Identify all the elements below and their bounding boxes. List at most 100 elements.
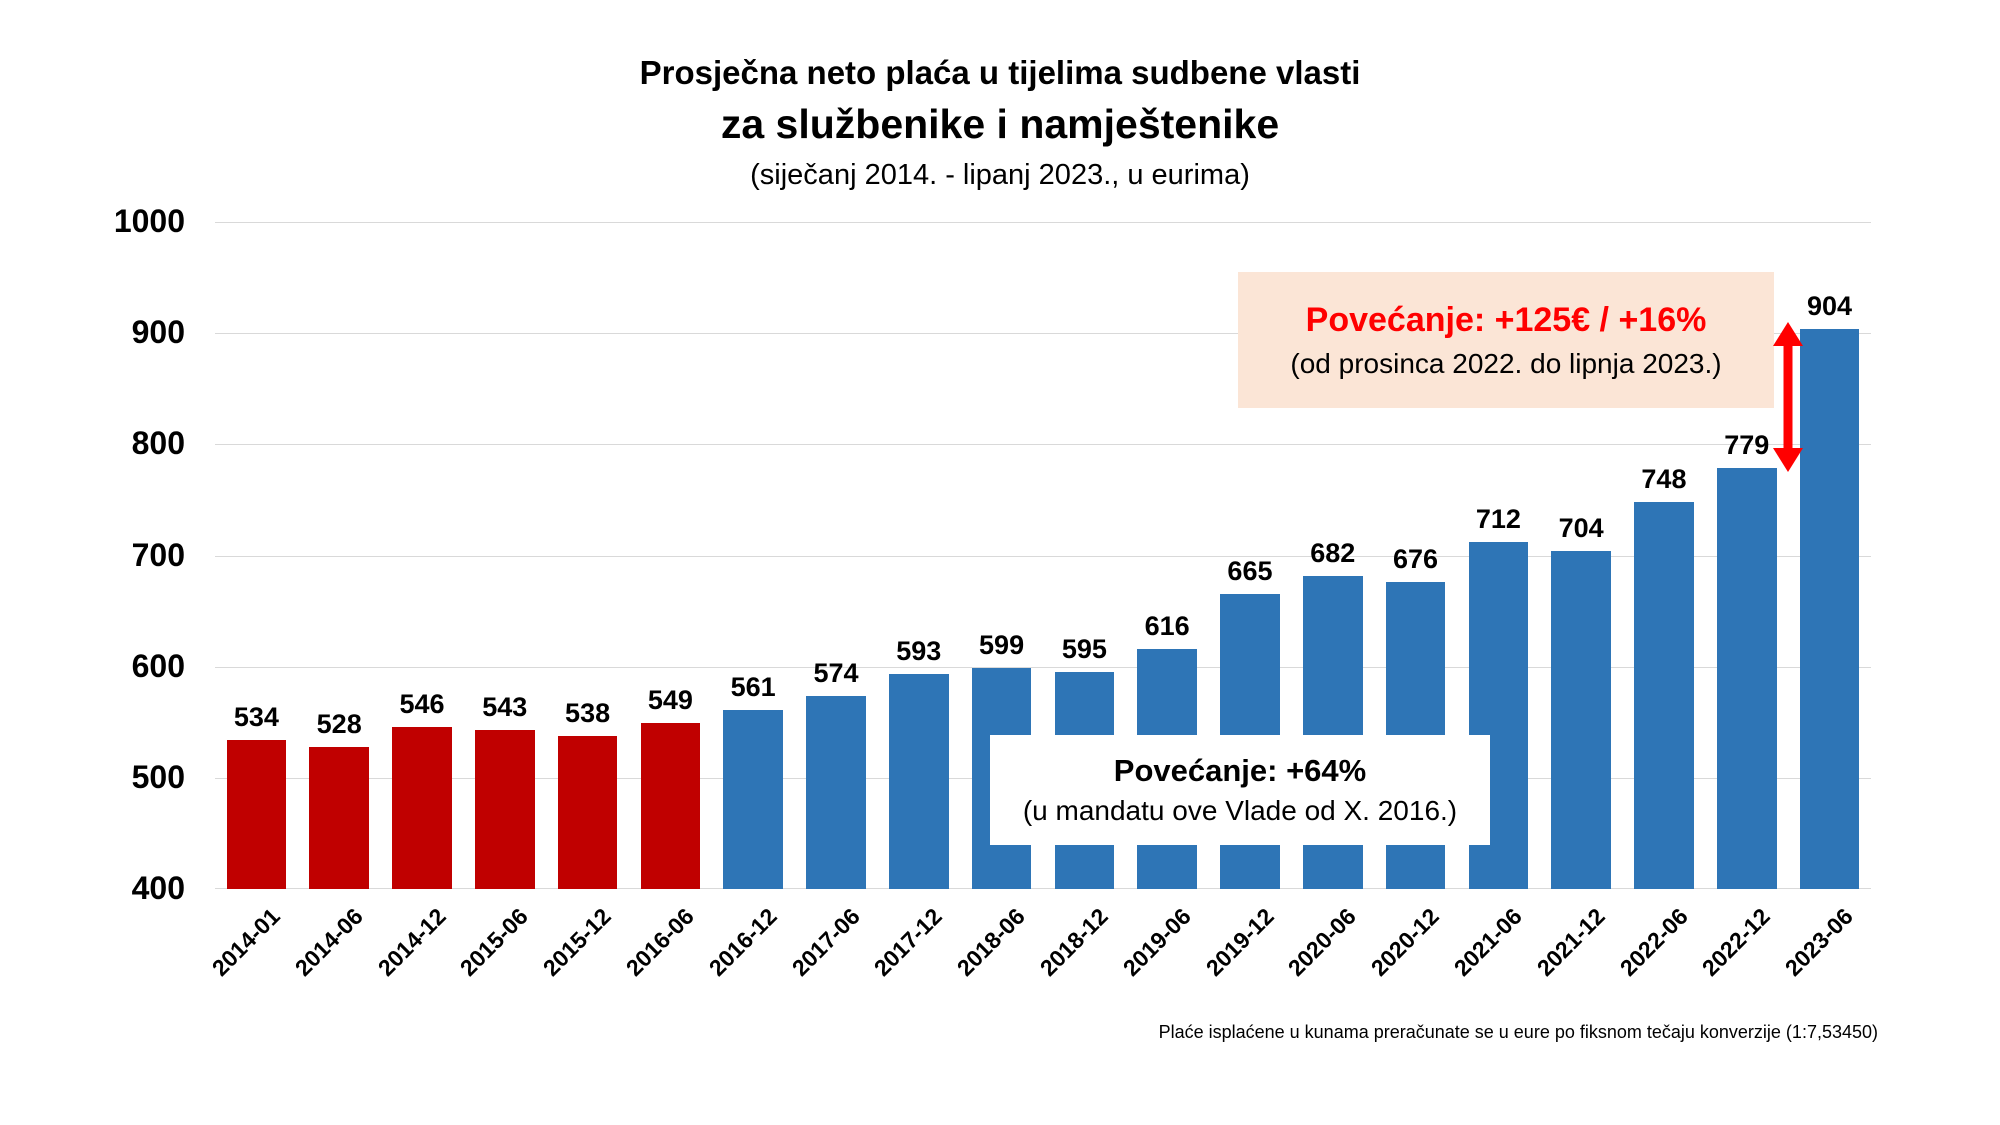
bar-slot: 779 bbox=[1705, 222, 1788, 889]
x-axis-cell: 2019-06 bbox=[1117, 889, 1209, 1019]
gridline bbox=[215, 888, 1871, 889]
footnote: Plaće isplaćene u kunama preračunate se … bbox=[1158, 1022, 1878, 1042]
x-axis-tick-label: 2016-12 bbox=[703, 903, 782, 982]
x-axis-cell: 2016-06 bbox=[621, 889, 712, 1019]
gridline bbox=[215, 667, 1871, 668]
y-axis-tick-label: 700 bbox=[131, 536, 185, 573]
annotation-mandate-increase-subtext: (u mandatu ove Vlade od X. 2016.) bbox=[1022, 795, 1458, 826]
y-axis-tick-label: 1000 bbox=[113, 202, 185, 239]
gridline bbox=[215, 444, 1871, 445]
x-axis-cell: 2014-12 bbox=[372, 889, 464, 1019]
gridline bbox=[215, 556, 1871, 557]
bar-value-label: 546 bbox=[399, 689, 445, 719]
bar-value-label: 599 bbox=[979, 630, 1025, 660]
bar-value-label: 538 bbox=[565, 698, 611, 728]
bar-value-label: 704 bbox=[1558, 513, 1604, 543]
gridline bbox=[215, 333, 1871, 334]
x-axis-tick-label: 2016-06 bbox=[620, 903, 699, 982]
x-axis-cell: 2022-12 bbox=[1697, 889, 1788, 1019]
x-axis-tick-label: 2014-12 bbox=[372, 903, 451, 982]
x-axis-cell: 2014-01 bbox=[207, 889, 298, 1019]
bar bbox=[888, 674, 949, 889]
annotation-recent-increase-headline: Povećanje: +125€ / +16% bbox=[1305, 300, 1707, 339]
bar bbox=[392, 727, 452, 889]
x-axis-tick-label: 2021-12 bbox=[1531, 903, 1610, 982]
bar-slot: 546 bbox=[381, 222, 464, 889]
bar-slot: 593 bbox=[877, 222, 960, 889]
chart-title: Prosječna neto plaća u tijelima sudbene … bbox=[0, 52, 2000, 193]
bar bbox=[1716, 468, 1777, 889]
y-axis-tick-label: 500 bbox=[131, 758, 185, 795]
x-axis-cell: 2017-06 bbox=[786, 889, 878, 1019]
x-axis-cell: 2016-12 bbox=[703, 889, 795, 1019]
x-axis-tick-label: 2018-12 bbox=[1034, 903, 1113, 982]
bar-slot: 538 bbox=[546, 222, 629, 889]
x-axis-tick-label: 2014-06 bbox=[289, 903, 368, 982]
bar bbox=[1634, 502, 1694, 889]
bar-value-label: 682 bbox=[1310, 538, 1356, 568]
x-axis-cell: 2020-06 bbox=[1283, 889, 1374, 1019]
x-axis-tick-label: 2014-01 bbox=[206, 903, 285, 982]
x-axis-cell: 2023-06 bbox=[1780, 889, 1871, 1019]
annotation-recent-increase: Povećanje: +125€ / +16% (od prosinca 202… bbox=[1238, 272, 1774, 408]
bar-slot: 543 bbox=[463, 222, 546, 889]
bar-value-label: 593 bbox=[896, 636, 942, 666]
x-axis-cell: 2017-12 bbox=[869, 889, 960, 1019]
bar-value-label: 528 bbox=[316, 709, 362, 739]
bar bbox=[806, 696, 866, 889]
bar-slot: 549 bbox=[629, 222, 712, 889]
bar-value-label: 712 bbox=[1475, 504, 1521, 534]
chart-title-line2: za službenike i namještenike bbox=[720, 101, 1280, 148]
y-axis-tick-label: 900 bbox=[131, 313, 185, 350]
bar bbox=[557, 736, 618, 889]
bar-slot: 574 bbox=[795, 222, 878, 889]
x-axis-tick-label: 2017-06 bbox=[786, 903, 865, 982]
bar-value-label: 779 bbox=[1724, 430, 1770, 460]
annotation-recent-increase-subtext: (od prosinca 2022. do lipnja 2023.) bbox=[1290, 347, 1722, 379]
x-axis-tick-label: 2017-12 bbox=[869, 903, 948, 982]
x-axis-cell: 2015-06 bbox=[455, 889, 546, 1019]
annotation-mandate-increase: Povećanje: +64% (u mandatu ove Vlade od … bbox=[990, 735, 1490, 845]
x-axis-labels: 2014-01 2014-06 2014-12 2015-06 2015-12 2016-… bbox=[207, 889, 1871, 1019]
bar-value-label: 904 bbox=[1807, 291, 1853, 321]
double-arrow-icon bbox=[1773, 322, 1803, 472]
x-axis-tick-label: 2022-12 bbox=[1697, 903, 1776, 982]
x-axis-cell: 2018-12 bbox=[1035, 889, 1126, 1019]
bar bbox=[309, 747, 369, 889]
x-axis-tick-label: 2023-06 bbox=[1779, 903, 1858, 982]
bar bbox=[1799, 329, 1860, 889]
x-axis-tick-label: 2018-06 bbox=[951, 903, 1030, 982]
bar-slot: 904 bbox=[1788, 222, 1871, 889]
bar-value-label: 574 bbox=[813, 658, 859, 688]
x-axis-cell: 2014-06 bbox=[290, 889, 381, 1019]
gridline bbox=[215, 222, 1871, 223]
bar bbox=[640, 723, 701, 889]
bar-value-label: 748 bbox=[1641, 464, 1687, 494]
bar-slot: 748 bbox=[1623, 222, 1706, 889]
bar-slot: 528 bbox=[298, 222, 381, 889]
x-axis-cell: 2021-06 bbox=[1449, 889, 1540, 1019]
y-axis-tick-label: 600 bbox=[131, 647, 185, 684]
x-axis-tick-label: 2019-06 bbox=[1117, 903, 1196, 982]
bar-slot: 704 bbox=[1540, 222, 1623, 889]
y-axis-tick-label: 800 bbox=[131, 425, 185, 462]
chart-title-line1: Prosječna neto plaća u tijelima sudbene … bbox=[639, 54, 1361, 91]
bar bbox=[474, 730, 535, 889]
bar bbox=[226, 740, 287, 889]
bar bbox=[1551, 551, 1611, 889]
x-axis-tick-label: 2020-12 bbox=[1365, 903, 1444, 982]
bar-slot: 561 bbox=[712, 222, 795, 889]
chart-title-subtitle: (siječanj 2014. - lipanj 2023., u eurima… bbox=[750, 158, 1250, 191]
y-axis-labels: 400 500 600 700 800 900 1000 bbox=[0, 0, 190, 1125]
x-axis-cell: 2021-12 bbox=[1531, 889, 1623, 1019]
bar bbox=[723, 710, 783, 889]
x-axis-cell: 2015-12 bbox=[538, 889, 629, 1019]
bar-value-label: 676 bbox=[1393, 544, 1439, 574]
bar-value-label: 616 bbox=[1144, 611, 1190, 641]
x-axis-cell: 2020-12 bbox=[1366, 889, 1457, 1019]
bar-value-label: 665 bbox=[1227, 556, 1273, 586]
x-axis-cell: 2022-06 bbox=[1614, 889, 1706, 1019]
bar-slot: 534 bbox=[215, 222, 298, 889]
annotation-mandate-increase-headline: Povećanje: +64% bbox=[1113, 753, 1367, 788]
